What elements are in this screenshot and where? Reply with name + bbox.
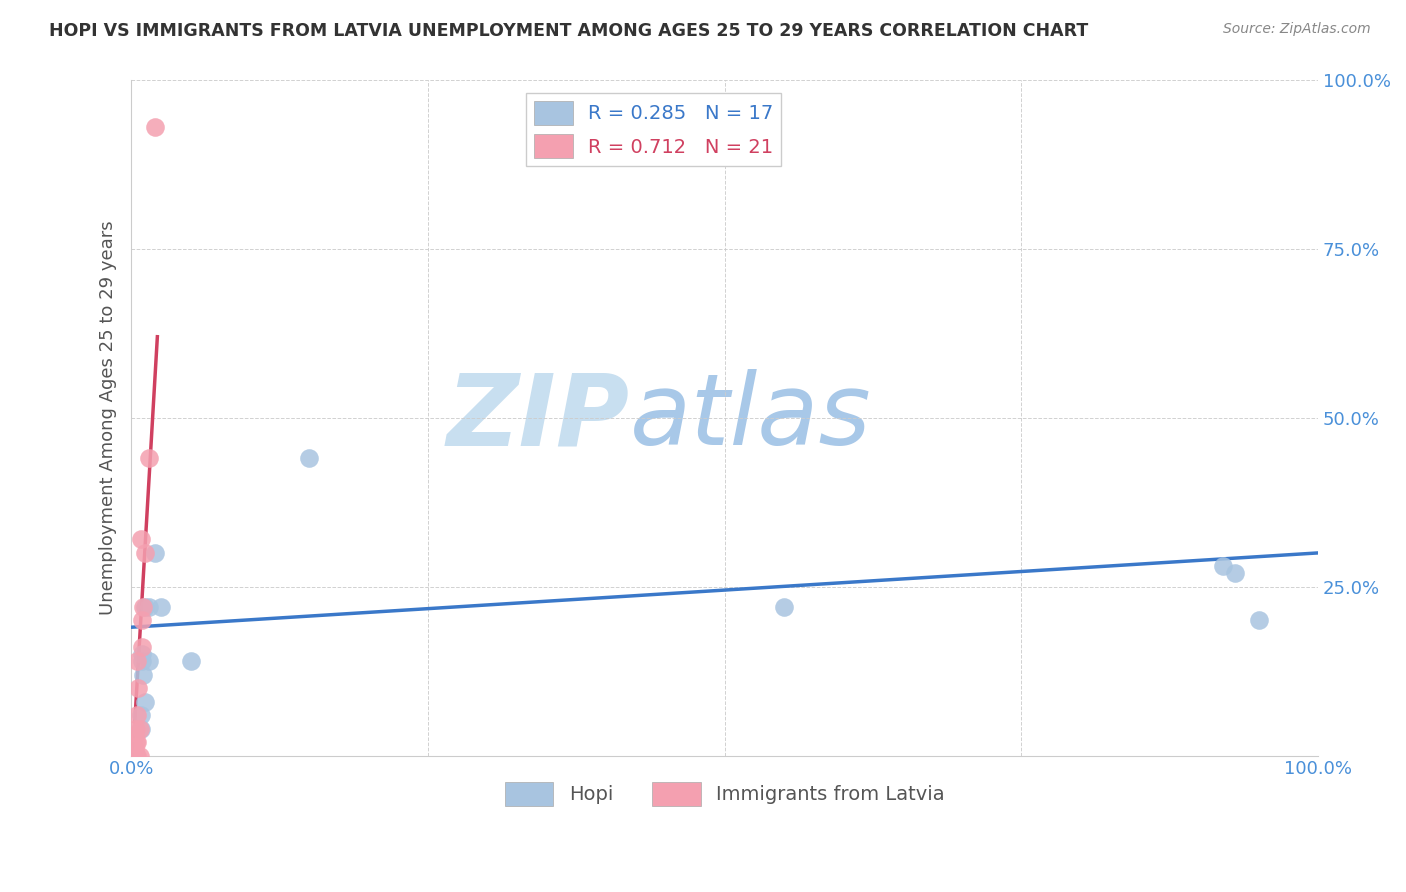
Point: [1223, 566, 1246, 581]
Text: HOPI VS IMMIGRANTS FROM LATVIA UNEMPLOYMENT AMONG AGES 25 TO 29 YEARS CORRELATIO: HOPI VS IMMIGRANTS FROM LATVIA UNEMPLOYM…: [49, 22, 1088, 40]
Point: [298, 451, 321, 466]
Point: [134, 546, 156, 560]
Point: [129, 722, 152, 736]
Point: [132, 667, 155, 681]
Point: [124, 748, 146, 763]
Point: [128, 722, 150, 736]
Point: [131, 614, 153, 628]
Point: [132, 599, 155, 614]
Text: Source: ZipAtlas.com: Source: ZipAtlas.com: [1223, 22, 1371, 37]
Text: ZIP: ZIP: [447, 369, 630, 467]
Legend: Hopi, Immigrants from Latvia: Hopi, Immigrants from Latvia: [496, 774, 953, 814]
Point: [149, 599, 172, 614]
Point: [127, 748, 149, 763]
Y-axis label: Unemployment Among Ages 25 to 29 years: Unemployment Among Ages 25 to 29 years: [100, 220, 117, 615]
Point: [138, 451, 160, 466]
Point: [131, 647, 153, 661]
Point: [124, 728, 146, 742]
Point: [127, 708, 149, 723]
Text: atlas: atlas: [630, 369, 872, 467]
Point: [125, 722, 148, 736]
Point: [180, 654, 202, 668]
Point: [773, 599, 796, 614]
Point: [143, 546, 166, 560]
Point: [131, 640, 153, 655]
Point: [134, 694, 156, 708]
Point: [138, 599, 160, 614]
Point: [124, 742, 146, 756]
Point: [129, 708, 152, 723]
Point: [1212, 559, 1234, 574]
Point: [124, 748, 146, 763]
Point: [1247, 614, 1270, 628]
Point: [129, 533, 152, 547]
Point: [127, 654, 149, 668]
Point: [131, 654, 153, 668]
Point: [143, 120, 166, 135]
Point: [134, 599, 156, 614]
Point: [128, 748, 150, 763]
Point: [125, 735, 148, 749]
Point: [125, 748, 148, 763]
Point: [138, 654, 160, 668]
Point: [127, 681, 149, 695]
Point: [127, 735, 149, 749]
